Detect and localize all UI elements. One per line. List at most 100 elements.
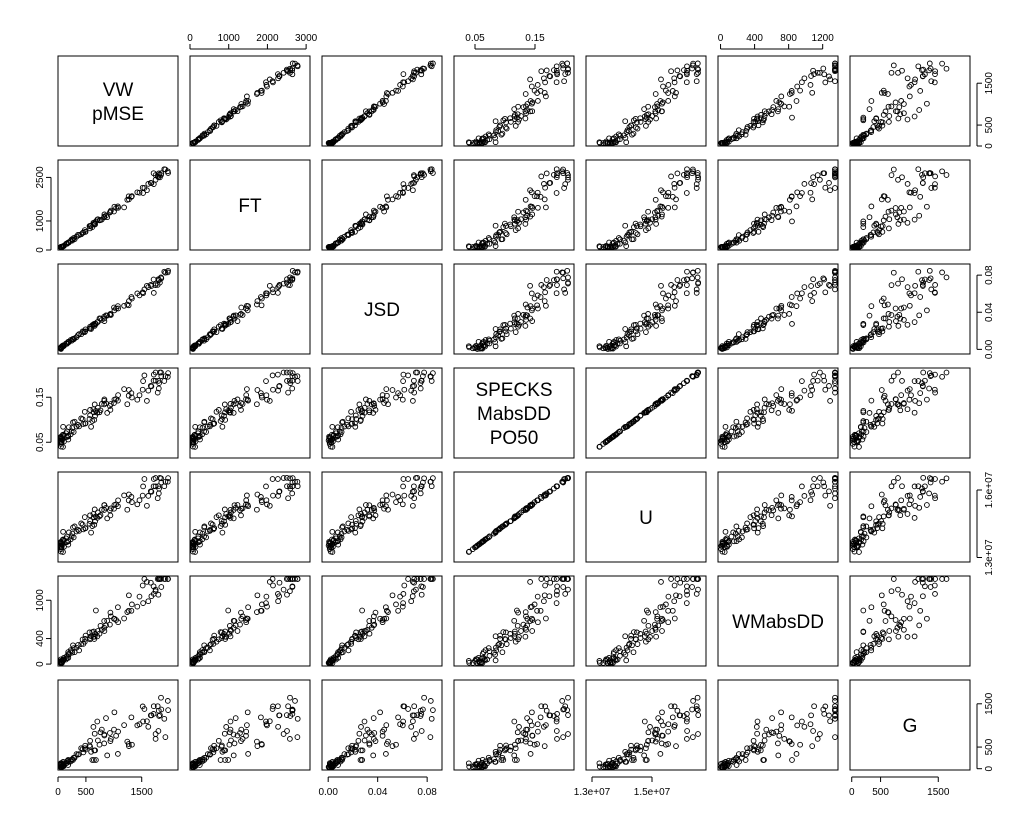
variable-label-wmabsdd: WMabsDD	[732, 612, 824, 633]
data-point	[719, 140, 726, 146]
data-point	[417, 490, 424, 497]
data-point	[860, 224, 867, 230]
data-point	[870, 421, 877, 427]
data-point	[739, 751, 746, 757]
panel-frame	[717, 55, 839, 147]
data-point	[379, 497, 386, 504]
panel-u-vs-specks	[453, 471, 575, 563]
data-point	[758, 315, 764, 322]
data-point	[904, 284, 911, 290]
data-point	[750, 416, 757, 423]
data-point	[673, 298, 679, 304]
data-point	[275, 598, 281, 605]
data-point	[684, 71, 690, 78]
data-point	[140, 718, 146, 725]
data-point	[906, 386, 913, 392]
data-point	[753, 321, 760, 328]
data-point	[91, 636, 98, 642]
data-point	[810, 276, 816, 283]
data-point	[870, 526, 877, 533]
data-point	[125, 193, 132, 200]
data-point	[421, 576, 427, 582]
data-point	[326, 434, 333, 441]
data-point	[733, 418, 740, 425]
data-point	[787, 506, 793, 513]
data-point	[154, 389, 161, 396]
data-point	[508, 223, 514, 230]
data-point	[924, 615, 930, 622]
data-point	[904, 406, 911, 413]
data-point	[405, 185, 411, 191]
data-point	[901, 317, 907, 323]
data-point	[892, 99, 899, 106]
data-point	[287, 377, 293, 384]
data-point	[428, 378, 435, 384]
data-point	[87, 737, 93, 744]
data-point	[395, 607, 401, 614]
data-point	[111, 726, 117, 733]
data-point	[264, 396, 270, 403]
data-point	[534, 593, 541, 600]
data-point	[776, 732, 783, 739]
data-point	[677, 579, 684, 586]
data-point	[645, 729, 652, 736]
data-point	[264, 501, 270, 508]
data-point	[152, 731, 159, 737]
data-point	[165, 370, 171, 376]
data-point	[329, 244, 336, 250]
data-point	[850, 140, 857, 146]
data-point	[377, 502, 383, 508]
data-point	[750, 512, 757, 519]
data-point	[560, 170, 567, 177]
data-point	[773, 392, 780, 398]
data-point	[389, 196, 396, 203]
tick-label: 1500	[927, 787, 950, 798]
data-point	[794, 722, 801, 729]
data-point	[920, 174, 927, 181]
data-point	[366, 622, 373, 629]
data-point	[500, 224, 507, 230]
data-point	[400, 483, 406, 490]
data-point	[719, 764, 726, 770]
data-point	[881, 193, 888, 200]
data-point	[797, 295, 803, 302]
panel-specks-vs-ft	[189, 367, 311, 459]
data-point	[674, 277, 681, 283]
data-point	[643, 757, 650, 763]
panel-g-vs-specks	[453, 679, 575, 771]
data-point	[665, 90, 671, 96]
data-point	[101, 618, 108, 624]
data-point	[899, 483, 905, 490]
data-point	[73, 423, 80, 430]
data-point	[928, 185, 935, 191]
data-point	[868, 604, 875, 611]
data-point	[775, 752, 782, 759]
data-point	[511, 752, 518, 759]
data-point	[775, 315, 781, 322]
data-point	[73, 751, 80, 757]
panel-frame	[453, 159, 575, 251]
data-point	[904, 181, 911, 187]
data-point	[430, 707, 436, 713]
data-point	[693, 286, 700, 293]
data-point	[775, 214, 782, 221]
data-point	[870, 329, 877, 335]
data-point	[65, 757, 72, 764]
data-point	[111, 709, 118, 716]
panel-frame	[585, 159, 707, 251]
data-point	[856, 539, 863, 546]
data-point	[932, 290, 938, 296]
variable-label-vw_pmse: VW	[103, 80, 134, 101]
data-point	[754, 718, 761, 725]
data-point	[820, 65, 827, 72]
data-point	[234, 502, 241, 508]
data-point	[880, 601, 887, 608]
data-point	[758, 217, 764, 224]
data-point	[788, 302, 795, 309]
data-point	[799, 718, 805, 725]
data-point	[854, 244, 861, 250]
data-point	[145, 493, 152, 499]
data-point	[775, 515, 782, 522]
data-point	[496, 641, 503, 647]
data-point	[868, 233, 875, 240]
